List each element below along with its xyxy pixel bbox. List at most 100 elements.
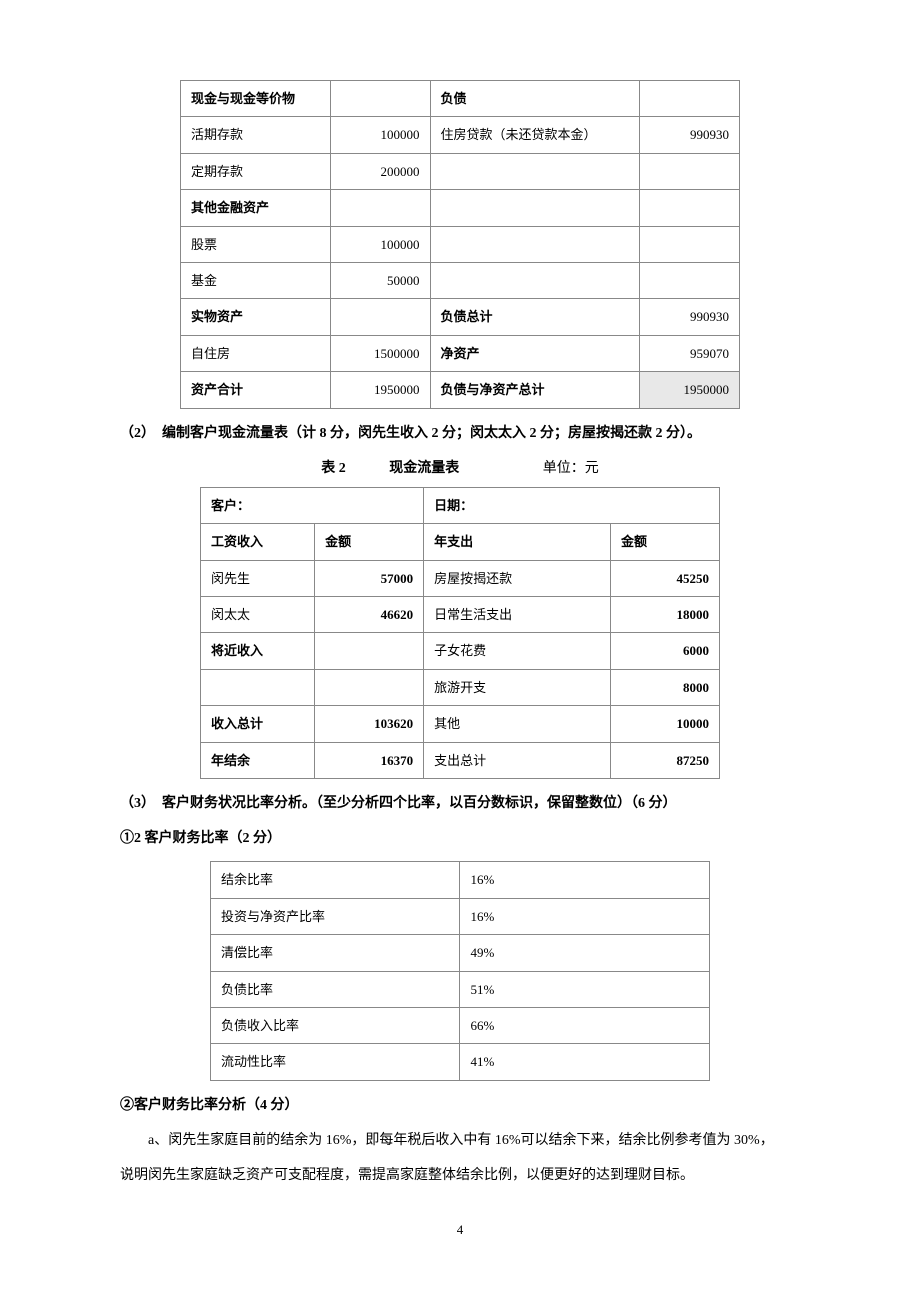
cell-label-left: 资产合计 — [181, 372, 331, 408]
cell-label-right: 日常生活支出 — [424, 597, 611, 633]
cell-label-left: 定期存款 — [181, 153, 331, 189]
page-number: 4 — [120, 1218, 800, 1241]
col-d-label: 金额 — [610, 524, 719, 560]
balance-sheet-table: 现金与现金等价物负债活期存款100000住房贷款（未还贷款本金）990930定期… — [180, 80, 740, 409]
ratio-name: 负债收入比率 — [211, 1007, 460, 1043]
cell-value-left — [330, 81, 430, 117]
cell-label-left: 年结余 — [201, 742, 315, 778]
cell-label-left: 股票 — [181, 226, 331, 262]
ratio-value: 49% — [460, 935, 710, 971]
section-3-title: （3） 客户财务状况比率分析。（至少分析四个比率，以百分数标识，保留整数位）（6… — [120, 791, 800, 816]
cell-value-right — [640, 262, 740, 298]
col-c-label: 年支出 — [424, 524, 611, 560]
cell-label-right: 负债 — [430, 81, 640, 117]
ratio-name: 流动性比率 — [211, 1044, 460, 1080]
cell-value-right: 45250 — [610, 560, 719, 596]
table-label-row: 工资收入 金额 年支出 金额 — [201, 524, 720, 560]
cell-value-right: 18000 — [610, 597, 719, 633]
ratio-value: 16% — [460, 862, 710, 898]
cell-label-left: 实物资产 — [181, 299, 331, 335]
cell-value-left: 57000 — [315, 560, 424, 596]
cell-value-left: 100000 — [330, 226, 430, 262]
cell-label-right: 子女花费 — [424, 633, 611, 669]
ratio-value: 51% — [460, 971, 710, 1007]
cell-value-left: 46620 — [315, 597, 424, 633]
cell-label-left: 活期存款 — [181, 117, 331, 153]
cell-value-right: 10000 — [610, 706, 719, 742]
ratio-name: 清偿比率 — [211, 935, 460, 971]
cell-value-left: 1500000 — [330, 335, 430, 371]
cashflow-table: 客户： 日期： 工资收入 金额 年支出 金额 闵先生57000房屋按揭还款452… — [200, 487, 720, 779]
analysis-para-2: 说明闵先生家庭缺乏资产可支配程度，需提高家庭整体结余比例，以便更好的达到理财目标… — [120, 1163, 800, 1188]
cell-value-left: 200000 — [330, 153, 430, 189]
table-row: 结余比率16% — [211, 862, 710, 898]
table-row: 其他金融资产 — [181, 190, 740, 226]
section-3-subtitle-1: ①2 客户财务比率（2 分） — [120, 826, 800, 851]
ratio-value: 41% — [460, 1044, 710, 1080]
caption-unit: 单位：元 — [543, 456, 599, 481]
cell-value-left: 1950000 — [330, 372, 430, 408]
table-2-caption: 表 2 现金流量表 单位：元 — [120, 456, 800, 481]
cell-value-right: 1950000 — [640, 372, 740, 408]
caption-label: 表 2 — [321, 456, 346, 481]
ratio-table: 结余比率16%投资与净资产比率16%清偿比率49%负债比率51%负债收入比率66… — [210, 861, 710, 1080]
col-b-label: 金额 — [315, 524, 424, 560]
table-row: 现金与现金等价物负债 — [181, 81, 740, 117]
table-row: 基金50000 — [181, 262, 740, 298]
cell-value-right: 8000 — [610, 669, 719, 705]
ratio-name: 结余比率 — [211, 862, 460, 898]
cell-label-right — [430, 262, 640, 298]
cell-value-right — [640, 81, 740, 117]
table-row: 负债比率51% — [211, 971, 710, 1007]
col-a-label: 工资收入 — [201, 524, 315, 560]
table-row: 资产合计1950000负债与净资产总计1950000 — [181, 372, 740, 408]
cell-value-right: 959070 — [640, 335, 740, 371]
table-row: 实物资产负债总计990930 — [181, 299, 740, 335]
cell-value-left: 100000 — [330, 117, 430, 153]
table-row: 旅游开支8000 — [201, 669, 720, 705]
cell-label-right: 其他 — [424, 706, 611, 742]
caption-title: 现金流量表 — [389, 461, 459, 476]
cell-value-left: 103620 — [315, 706, 424, 742]
date-label: 日期： — [424, 487, 720, 523]
ratio-name: 负债比率 — [211, 971, 460, 1007]
cell-label-right — [430, 226, 640, 262]
cell-value-right: 87250 — [610, 742, 719, 778]
table-row: 清偿比率49% — [211, 935, 710, 971]
ratio-name: 投资与净资产比率 — [211, 898, 460, 934]
cell-value-right — [640, 153, 740, 189]
cell-label-left: 闵先生 — [201, 560, 315, 596]
cell-label-right: 负债与净资产总计 — [430, 372, 640, 408]
cell-value-left — [315, 633, 424, 669]
cell-label-left: 将近收入 — [201, 633, 315, 669]
cell-value-left: 50000 — [330, 262, 430, 298]
cell-label-right: 净资产 — [430, 335, 640, 371]
table-row: 收入总计103620其他10000 — [201, 706, 720, 742]
cell-label-right: 房屋按揭还款 — [424, 560, 611, 596]
table-row: 年结余16370支出总计87250 — [201, 742, 720, 778]
cell-value-right: 990930 — [640, 117, 740, 153]
table-header-row: 客户： 日期： — [201, 487, 720, 523]
cell-label-left: 其他金融资产 — [181, 190, 331, 226]
cell-value-left: 16370 — [315, 742, 424, 778]
cell-label-right: 旅游开支 — [424, 669, 611, 705]
table-row: 股票100000 — [181, 226, 740, 262]
table-row: 将近收入 子女花费6000 — [201, 633, 720, 669]
cell-label-left: 收入总计 — [201, 706, 315, 742]
cell-label-left — [201, 669, 315, 705]
table-row: 投资与净资产比率16% — [211, 898, 710, 934]
cell-value-right — [640, 226, 740, 262]
cell-value-left — [315, 669, 424, 705]
section-3b-title: ②客户财务比率分析（4 分） — [120, 1093, 800, 1118]
cell-value-right: 990930 — [640, 299, 740, 335]
cell-label-right: 住房贷款（未还贷款本金） — [430, 117, 640, 153]
ratio-value: 66% — [460, 1007, 710, 1043]
cell-value-right — [640, 190, 740, 226]
analysis-para-1: a、闵先生家庭目前的结余为 16%，即每年税后收入中有 16%可以结余下来，结余… — [120, 1128, 800, 1153]
cell-label-left: 自住房 — [181, 335, 331, 371]
cell-label-left: 闵太太 — [201, 597, 315, 633]
table-row: 闵太太46620日常生活支出18000 — [201, 597, 720, 633]
table-row: 自住房1500000净资产959070 — [181, 335, 740, 371]
cell-label-right — [430, 153, 640, 189]
cell-value-right: 6000 — [610, 633, 719, 669]
